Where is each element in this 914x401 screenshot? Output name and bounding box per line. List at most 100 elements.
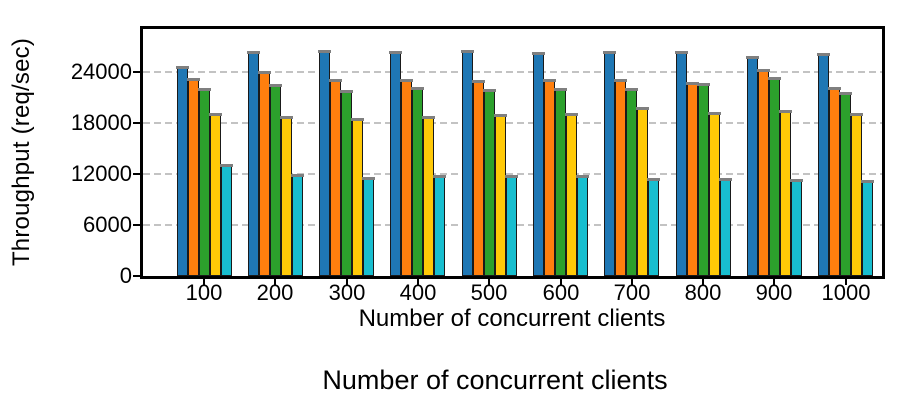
error-cap bbox=[422, 116, 435, 119]
gridline-24000 bbox=[143, 71, 882, 73]
bar-blue-900 bbox=[747, 57, 758, 276]
error-cap bbox=[494, 114, 507, 117]
error-cap bbox=[817, 53, 830, 56]
figure-caption: Number of concurrent clients bbox=[322, 365, 668, 395]
x-axis-label: Number of concurrent clients bbox=[358, 305, 666, 332]
bar-blue-600 bbox=[533, 53, 544, 276]
error-cap bbox=[269, 84, 282, 87]
x-tick-mark bbox=[203, 279, 205, 285]
error-cap bbox=[719, 178, 732, 181]
error-cap bbox=[636, 107, 649, 110]
x-tick-label-100: 100 bbox=[185, 280, 223, 305]
bar-orange-800 bbox=[687, 83, 698, 276]
x-tick-mark bbox=[346, 279, 348, 285]
error-cap bbox=[351, 118, 364, 121]
gridline-12000 bbox=[143, 173, 882, 175]
bar-yellow-700 bbox=[637, 108, 648, 276]
error-cap bbox=[472, 80, 485, 83]
x-tick-mark bbox=[417, 279, 419, 285]
x-tick-label-800: 800 bbox=[684, 280, 722, 305]
error-cap bbox=[746, 56, 759, 59]
bar-yellow-600 bbox=[566, 114, 577, 276]
y-tick-mark bbox=[133, 122, 140, 124]
bar-green-600 bbox=[555, 89, 566, 276]
error-cap bbox=[220, 164, 233, 167]
bar-yellow-100 bbox=[210, 114, 221, 276]
bar-orange-500 bbox=[473, 81, 484, 276]
bar-cyan-500 bbox=[506, 176, 517, 276]
bar-green-1000 bbox=[840, 93, 851, 276]
error-cap bbox=[411, 87, 424, 90]
x-tick-mark bbox=[702, 279, 704, 285]
error-cap bbox=[708, 112, 721, 115]
error-cap bbox=[779, 110, 792, 113]
error-cap bbox=[209, 113, 222, 116]
bar-blue-500 bbox=[462, 51, 473, 276]
x-tick-mark bbox=[773, 279, 775, 285]
bar-green-900 bbox=[769, 78, 780, 276]
error-cap bbox=[461, 50, 474, 53]
error-cap bbox=[400, 79, 413, 82]
y-tick-label: 6000 bbox=[83, 212, 132, 237]
gridline-18000 bbox=[143, 122, 882, 124]
y-tick-mark bbox=[133, 275, 140, 277]
error-cap bbox=[839, 92, 852, 95]
x-tick-label-500: 500 bbox=[470, 280, 508, 305]
x-tick-mark bbox=[560, 279, 562, 285]
y-tick-mark bbox=[133, 71, 140, 73]
bar-orange-100 bbox=[188, 79, 199, 276]
bar-cyan-800 bbox=[720, 179, 731, 276]
x-tick-label-300: 300 bbox=[328, 280, 366, 305]
bar-blue-400 bbox=[390, 52, 401, 276]
bar-orange-700 bbox=[615, 80, 626, 276]
error-cap bbox=[861, 180, 874, 183]
bar-green-500 bbox=[484, 90, 495, 276]
y-tick-mark bbox=[133, 224, 140, 226]
error-cap bbox=[362, 177, 375, 180]
bar-yellow-500 bbox=[495, 115, 506, 276]
error-cap bbox=[768, 77, 781, 80]
bar-cyan-300 bbox=[363, 178, 374, 276]
bar-cyan-400 bbox=[434, 176, 445, 276]
error-cap bbox=[576, 175, 589, 178]
y-tick-label: 0 bbox=[119, 263, 132, 288]
bar-blue-700 bbox=[604, 52, 615, 276]
error-cap bbox=[686, 82, 699, 85]
bar-yellow-1000 bbox=[851, 114, 862, 276]
bar-yellow-900 bbox=[780, 111, 791, 276]
error-cap bbox=[543, 79, 556, 82]
error-cap bbox=[176, 66, 189, 69]
error-cap bbox=[565, 113, 578, 116]
y-tick-label: 12000 bbox=[70, 161, 132, 186]
error-cap bbox=[433, 175, 446, 178]
bar-orange-1000 bbox=[829, 88, 840, 276]
y-tick-label: 24000 bbox=[70, 59, 132, 84]
error-cap bbox=[603, 51, 616, 54]
x-tick-label-1000: 1000 bbox=[821, 280, 871, 305]
error-cap bbox=[280, 116, 293, 119]
x-tick-label-200: 200 bbox=[256, 280, 294, 305]
error-cap bbox=[757, 69, 770, 72]
error-cap bbox=[340, 90, 353, 93]
x-tick-label-600: 600 bbox=[542, 280, 580, 305]
error-cap bbox=[675, 51, 688, 54]
x-tick-label-700: 700 bbox=[613, 280, 651, 305]
error-cap bbox=[389, 51, 402, 54]
error-cap bbox=[318, 50, 331, 53]
bar-yellow-300 bbox=[352, 119, 363, 276]
x-tick-mark bbox=[845, 279, 847, 285]
x-tick-label-400: 400 bbox=[399, 280, 437, 305]
plot-inner bbox=[143, 29, 882, 276]
bar-orange-200 bbox=[259, 72, 270, 276]
bar-cyan-900 bbox=[791, 180, 802, 276]
error-cap bbox=[625, 88, 638, 91]
bar-cyan-700 bbox=[648, 179, 659, 276]
error-cap bbox=[532, 52, 545, 55]
error-cap bbox=[647, 178, 660, 181]
x-tick-mark bbox=[274, 279, 276, 285]
bar-yellow-400 bbox=[423, 117, 434, 276]
bar-cyan-100 bbox=[221, 165, 232, 276]
bar-yellow-800 bbox=[709, 113, 720, 276]
bar-orange-400 bbox=[401, 80, 412, 276]
